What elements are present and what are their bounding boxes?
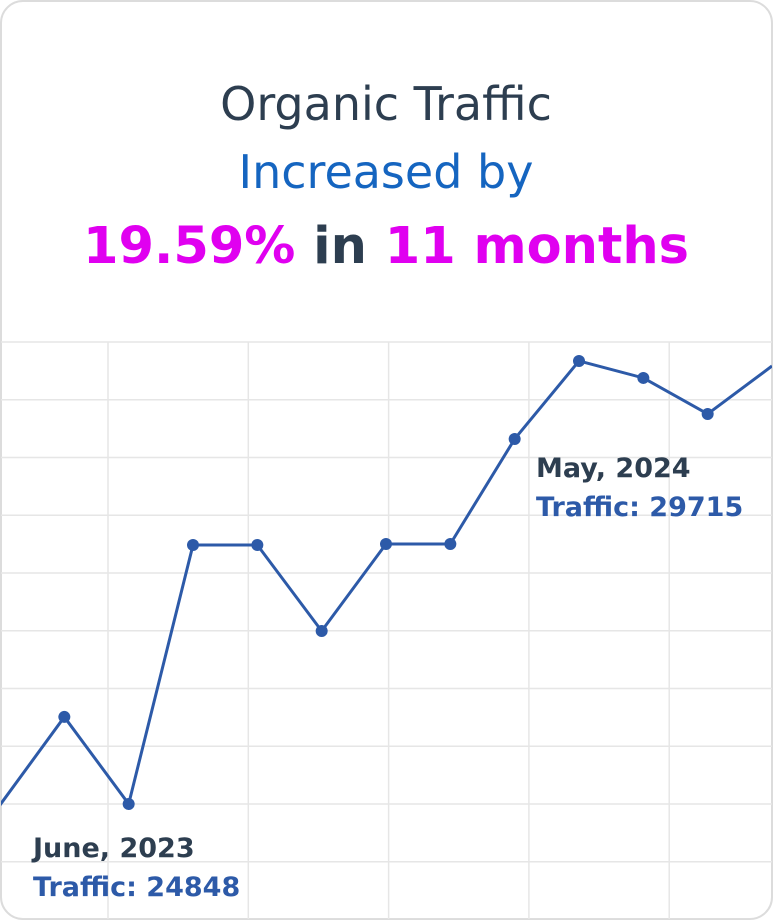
connector: in [313,217,367,276]
point [573,354,585,367]
title-line1: Organic Traffic [220,77,552,131]
annotation-text: Traffic: 29715 [536,492,743,523]
point [637,371,650,384]
point [251,538,264,551]
annotation-text: Traffic: 24848 [33,872,240,903]
highlight-period: 11 months [385,217,689,276]
point [380,537,392,550]
point [187,538,199,551]
title-line3: 19.59% in 11 months [83,217,689,276]
annotation-date: June, 2023 [31,833,195,864]
plot [1,341,772,919]
point [315,625,328,637]
annotation-date: May, 2024 [536,453,691,484]
point [122,797,135,810]
highlight-value: 19.59% [83,217,295,276]
title-line2: Increased by [239,145,534,199]
point [508,432,521,445]
point [58,710,71,723]
point [701,407,714,420]
point [444,537,457,550]
